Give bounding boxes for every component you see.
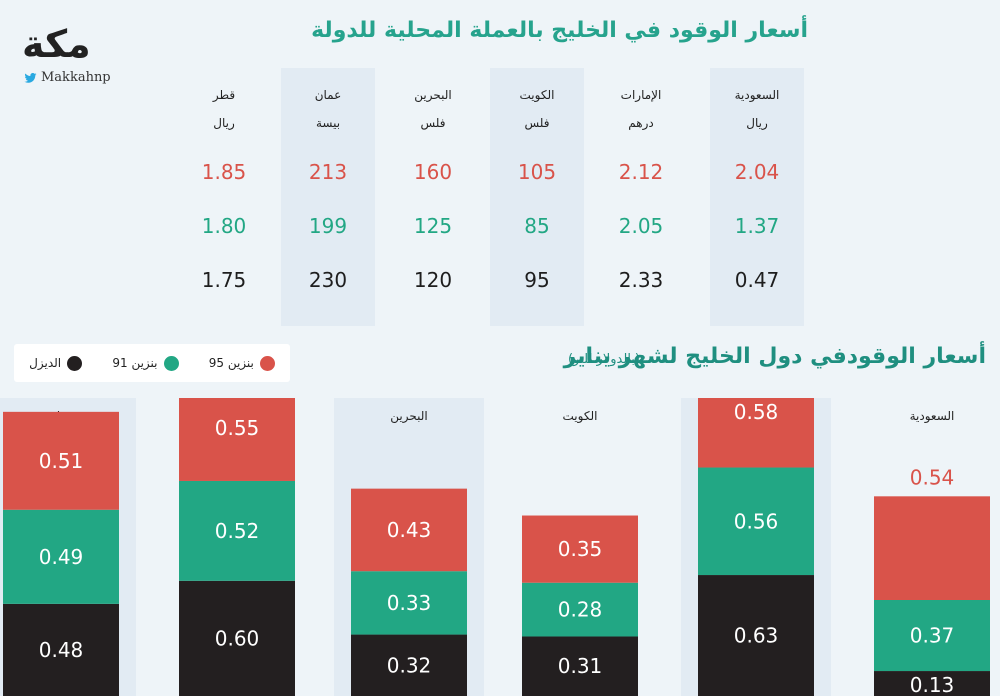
table-cell-petrol95: 160 (413, 160, 453, 184)
table-cell-currency: بيسة (315, 116, 341, 130)
table-cell-currency: ريال (746, 116, 768, 130)
bar-segment (698, 575, 814, 696)
category-label: السعودية (910, 409, 955, 424)
table-cell-petrol95: 2.04 (734, 160, 780, 184)
twitter-bird-icon (24, 72, 37, 83)
bar-segment (522, 582, 638, 637)
bar-segment (179, 480, 295, 581)
chart-title: أسعار الوقودفي دول الخليج لشهر يناير (563, 344, 986, 369)
bar-segment (3, 603, 119, 696)
legend-dot-icon (259, 355, 275, 371)
table-cell-petrol91: 1.80 (201, 214, 247, 238)
table-column-shade (710, 68, 804, 326)
category-label: الكويت (563, 409, 598, 424)
table-cell-currency: درهم (628, 116, 654, 130)
bar-segment (698, 398, 814, 468)
data-label: 0.51 (39, 449, 84, 473)
legend-item-diesel: الديزل (29, 355, 83, 371)
bar-segment (3, 411, 119, 510)
legend-dot-icon (163, 355, 179, 371)
table-cell-diesel: 120 (413, 268, 453, 292)
bar-segment (351, 571, 467, 635)
data-label: 0.49 (39, 545, 84, 569)
bar-segment (179, 398, 295, 481)
data-label: 0.54 (910, 465, 955, 489)
table-column-shade (490, 68, 584, 326)
data-label: 0.56 (734, 509, 779, 533)
legend-label: بنزين 95 (208, 356, 254, 370)
legend-item-petrol91: بنزين 91 (112, 355, 179, 371)
table-cell-petrol91: 85 (524, 214, 550, 238)
bar-segment (874, 600, 990, 672)
table-cell-petrol91: 125 (413, 214, 453, 238)
bar-segment (179, 580, 295, 696)
handle-text: Makkahnp (41, 70, 111, 85)
table-cell-diesel: 2.33 (618, 268, 664, 292)
table-cell-diesel: 0.47 (734, 268, 780, 292)
table-cell-diesel: 1.75 (201, 268, 247, 292)
table-cell-diesel: 230 (308, 268, 348, 292)
table-cell-country: عمان (314, 88, 342, 102)
data-label: 0.43 (387, 518, 432, 542)
table-cell-petrol95: 2.12 (618, 160, 664, 184)
legend-label: الديزل (29, 356, 62, 370)
data-label: 0.31 (558, 654, 603, 678)
table-column-shade (281, 68, 375, 326)
table-cell-petrol91: 1.37 (734, 214, 780, 238)
data-label: 0.35 (558, 537, 603, 561)
table-cell-currency: ريال (213, 116, 235, 130)
bar-segment (874, 671, 990, 696)
data-label: 0.37 (910, 624, 955, 648)
table-cell-country: السعودية (734, 88, 780, 102)
table-cell-country: الإمارات (620, 88, 662, 102)
table-cell-country: الكويت (519, 88, 555, 102)
table-cell-petrol95: 213 (308, 160, 348, 184)
data-label: 0.13 (910, 673, 955, 696)
table-cell-country: قطر (212, 88, 236, 102)
table-cell-petrol91: 199 (308, 214, 348, 238)
data-label: 0.48 (39, 638, 84, 662)
data-label: 0.60 (215, 626, 260, 650)
bar-segment (522, 636, 638, 696)
bar-segment (3, 509, 119, 604)
table-cell-diesel: 95 (524, 268, 550, 292)
legend-label: بنزين 91 (112, 356, 158, 370)
data-label: 0.63 (734, 624, 779, 648)
table-cell-country: البحرين (414, 88, 452, 102)
legend-item-petrol95: بنزين 95 (208, 355, 275, 371)
data-label: 0.28 (558, 598, 603, 622)
stacked-bar-chart: السعوديةالإماراتالكويتالبحرينعمانقطر0.13… (0, 398, 990, 696)
data-label: 0.55 (215, 416, 260, 440)
data-label: 0.33 (387, 591, 432, 615)
logo-text: مكة (22, 22, 93, 66)
bar-segment (698, 467, 814, 576)
legend-dot-icon (67, 355, 83, 371)
table-cell-currency: فلس (524, 116, 550, 130)
data-label: 0.52 (215, 519, 260, 543)
bar-segment (351, 634, 467, 696)
category-label: البحرين (390, 409, 427, 424)
table-cell-petrol95: 1.85 (201, 160, 247, 184)
chart-unit-label: (بالدولار للتر) (568, 352, 640, 367)
table-cell-currency: فلس (420, 116, 446, 130)
social-handle: Makkahnp (24, 70, 111, 85)
bar-segment (522, 515, 638, 583)
bar-segment (351, 488, 467, 572)
table-cell-petrol95: 105 (517, 160, 557, 184)
legend: بنزين 95 بنزين 91 الديزل (14, 344, 290, 382)
bar-segment (874, 496, 990, 600)
data-label: 0.58 (734, 400, 779, 424)
table-cell-petrol91: 2.05 (618, 214, 664, 238)
data-label: 0.32 (387, 653, 432, 677)
table-title: أسعار الوقود في الخليج بالعملة المحلية ل… (311, 18, 808, 43)
